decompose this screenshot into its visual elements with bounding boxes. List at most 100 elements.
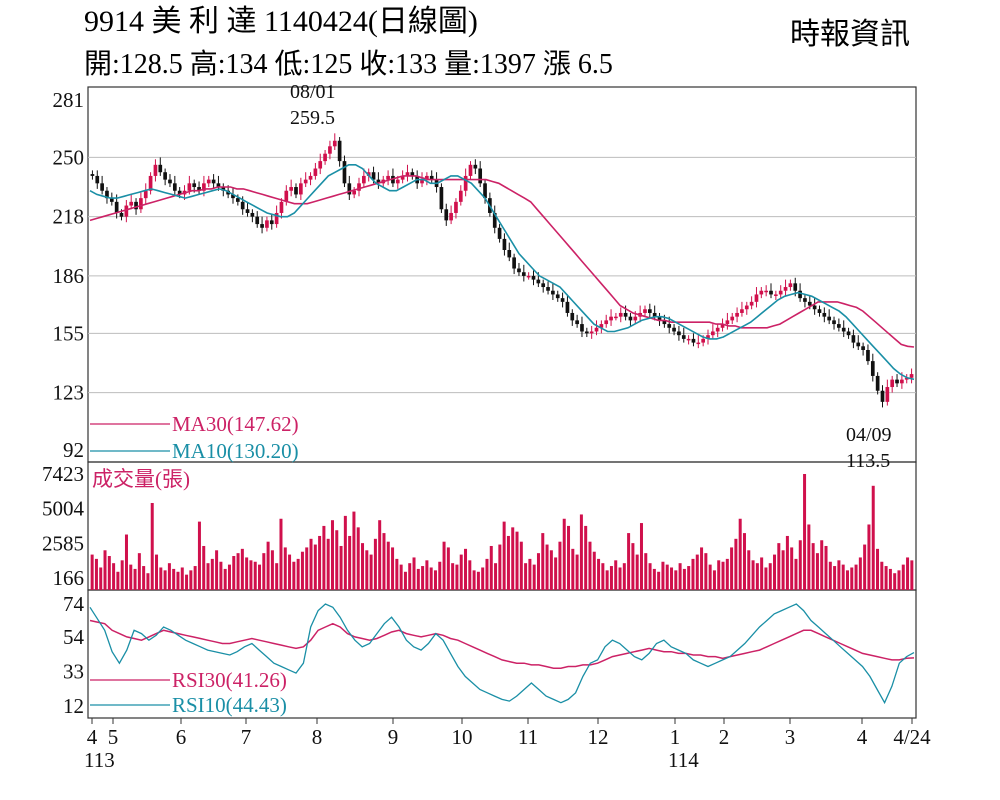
volume-bar (768, 563, 772, 590)
candle-body (546, 287, 550, 291)
volume-bar (562, 518, 566, 590)
candle-body (342, 161, 347, 184)
candle-body (589, 331, 594, 334)
volume-bar (605, 570, 609, 590)
volume-bar (150, 502, 154, 590)
volume-bar (296, 558, 300, 590)
volume-y-tick: 166 (53, 566, 85, 590)
candle-body (633, 316, 638, 321)
candle-body (856, 342, 861, 347)
candle-body (449, 212, 453, 221)
volume-bar (185, 574, 189, 590)
candle-body (124, 205, 129, 217)
candle-body (405, 172, 410, 176)
candle-body (187, 183, 192, 191)
volume-bar (292, 561, 296, 590)
volume-bar (142, 566, 146, 590)
price-y-tick: 92 (63, 438, 84, 462)
candle-body (497, 227, 502, 239)
volume-bar (717, 560, 721, 590)
volume-bar (210, 558, 214, 590)
candle-body (362, 175, 366, 184)
candle-body (715, 327, 720, 332)
volume-bar (485, 558, 489, 590)
candle-body (652, 312, 657, 317)
candle-body (347, 183, 352, 195)
candle-body (885, 387, 890, 402)
volume-bar (627, 533, 631, 590)
candle-body (880, 390, 885, 402)
candle-body (139, 198, 143, 210)
volume-bar (330, 520, 334, 590)
x-tick-label: 8 (312, 725, 323, 749)
volume-bar (558, 541, 562, 590)
volume-bar (464, 548, 468, 590)
volume-bar (425, 560, 429, 590)
candle-body (502, 238, 507, 250)
chart-title: 9914 美 利 達 1140424(日線圖) (84, 5, 478, 38)
volume-bar (197, 521, 201, 590)
volume-bar (897, 570, 901, 590)
volume-bar (648, 563, 652, 590)
volume-bar (167, 563, 171, 590)
candle-body (526, 275, 531, 278)
candle-body (299, 183, 303, 195)
candle-body (580, 324, 584, 332)
volume-bar (738, 518, 742, 590)
candle-body (599, 324, 604, 328)
candle-body (255, 216, 260, 225)
volume-bar (682, 568, 686, 590)
candle-body (614, 316, 618, 319)
candle-body (793, 283, 798, 291)
volume-bar (339, 545, 343, 590)
volume-bar (502, 521, 506, 590)
rsi-y-tick: 33 (63, 659, 84, 683)
volume-bar (378, 520, 382, 590)
volume-bar (326, 538, 330, 590)
volume-bar (451, 563, 455, 590)
volume-bar (541, 533, 545, 590)
volume-bar (335, 530, 339, 590)
volume-bar (850, 567, 854, 590)
candle-body (148, 175, 153, 191)
x-axis-month-ticks: 4 5 6 7 8 9 10 11 12 1 2 3 4 4/24 (87, 718, 931, 749)
volume-bar (232, 556, 236, 590)
volume-bar (695, 554, 699, 590)
volume-bar (691, 558, 695, 590)
candle-body (265, 220, 269, 228)
candle-body (231, 194, 235, 199)
candle-body (740, 309, 744, 313)
volume-bar (322, 525, 326, 590)
ma30-line (89, 175, 915, 348)
volume-bar (288, 554, 292, 590)
x-tick-label: 7 (241, 725, 252, 749)
candle-body (531, 275, 536, 280)
ohlc-summary: 開:128.5 高:134 低:125 收:133 量:1397 漲 6.5 (84, 48, 613, 80)
rsi10-line (89, 603, 915, 705)
volume-bar (567, 525, 571, 590)
candle-body (279, 201, 284, 213)
candle-body (172, 183, 177, 191)
high-annotation-value: 259.5 (290, 107, 335, 129)
candle-body (425, 175, 429, 180)
volume-bar (906, 557, 910, 590)
candle-body (822, 312, 827, 317)
volume-bar (279, 518, 283, 590)
volume-y-ticks: 7423 5004 2585 166 (42, 462, 85, 590)
volume-bar (163, 570, 167, 590)
candle-body (221, 187, 226, 191)
volume-bar (180, 567, 184, 590)
volume-bar (361, 543, 365, 590)
volume-bar (601, 563, 605, 590)
candle-body (667, 324, 672, 328)
volume-bar (575, 554, 579, 590)
volume-bar (665, 564, 669, 590)
candle-body (701, 338, 705, 343)
volume-bar (639, 523, 643, 590)
rsi30-legend-label: RSI30(41.26) (172, 668, 287, 692)
candle-body (536, 279, 541, 284)
candle-body (439, 187, 444, 210)
volume-bar (99, 567, 103, 590)
candle-body (846, 331, 851, 336)
